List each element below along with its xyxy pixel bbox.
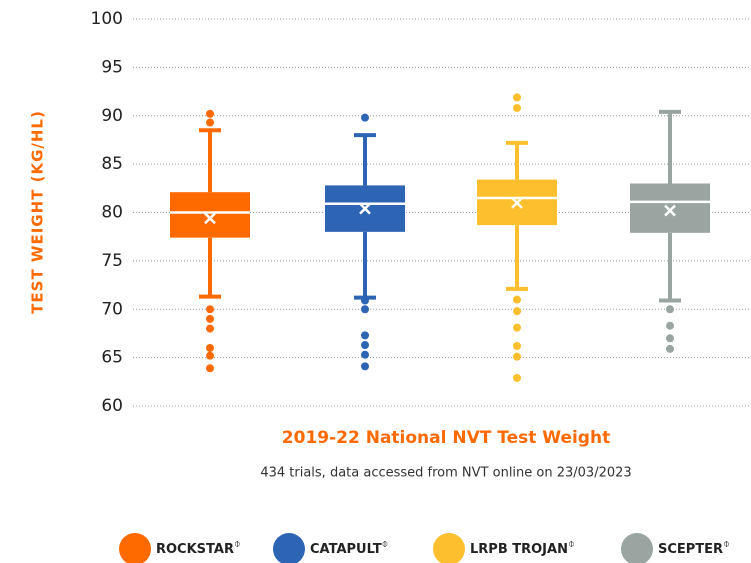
outlier — [206, 324, 214, 333]
box — [630, 183, 710, 233]
chart-subtitle: 434 trials, data accessed from NVT onlin… — [260, 466, 631, 481]
mean-marker — [664, 204, 676, 217]
pbr-mark: ⌽ — [723, 537, 730, 550]
outlier — [666, 305, 674, 314]
outlier — [361, 296, 369, 305]
legend-swatch — [433, 533, 465, 563]
y-tick-label: 70 — [101, 299, 123, 319]
y-tick-label: 75 — [101, 251, 123, 271]
outlier — [513, 295, 521, 304]
legend-swatch — [119, 533, 151, 563]
y-tick-label: 90 — [101, 106, 123, 126]
outlier — [361, 341, 369, 350]
y-tick-label: 100 — [91, 9, 123, 29]
legend-swatch — [621, 533, 653, 563]
outlier — [361, 305, 369, 314]
outlier — [666, 344, 674, 353]
outlier — [361, 350, 369, 359]
outlier — [666, 334, 674, 343]
chart-title: 2019-22 National NVT Test Weight — [282, 428, 610, 448]
legend-label: SCEPTER⌽ — [658, 537, 730, 557]
pbr-mark: ⌽ — [568, 537, 575, 550]
y-tick-label: 65 — [101, 348, 123, 368]
legend-label: LRPB TROJAN⌽ — [470, 537, 575, 557]
outlier — [666, 321, 674, 330]
legend-name: CATAPULT — [310, 542, 382, 557]
y-axis-label: TEST WEIGHT (KG/HL) — [29, 110, 47, 314]
outlier — [513, 307, 521, 316]
outlier — [206, 364, 214, 373]
legend-name: SCEPTER — [658, 542, 723, 557]
outlier — [361, 331, 369, 340]
legend-label: ROCKSTAR⌽ — [156, 537, 241, 557]
box — [170, 192, 250, 238]
outlier — [206, 343, 214, 352]
legend-label: CATAPULT⌽ — [310, 537, 388, 557]
legend-name: ROCKSTAR — [156, 542, 234, 557]
outlier — [361, 113, 369, 122]
y-tick-label: 80 — [101, 203, 123, 223]
mean-marker — [511, 196, 523, 209]
outlier — [206, 351, 214, 360]
mean-marker — [204, 212, 216, 225]
y-tick-label: 85 — [101, 154, 123, 174]
pbr-mark: ⌽ — [382, 537, 389, 550]
outlier — [513, 104, 521, 113]
pbr-mark: ⌽ — [234, 537, 241, 550]
outlier — [206, 305, 214, 314]
legend-name: LRPB TROJAN — [470, 542, 568, 557]
outlier — [361, 362, 369, 371]
outlier — [206, 109, 214, 118]
mean-marker — [359, 202, 371, 215]
outlier — [513, 352, 521, 361]
outlier — [513, 323, 521, 332]
y-tick-label: 95 — [101, 57, 123, 77]
outlier — [513, 93, 521, 102]
outlier — [513, 342, 521, 351]
legend-swatch — [273, 533, 305, 563]
y-tick-label: 60 — [101, 396, 123, 416]
outlier — [206, 118, 214, 127]
outlier — [513, 373, 521, 382]
outlier — [206, 314, 214, 323]
